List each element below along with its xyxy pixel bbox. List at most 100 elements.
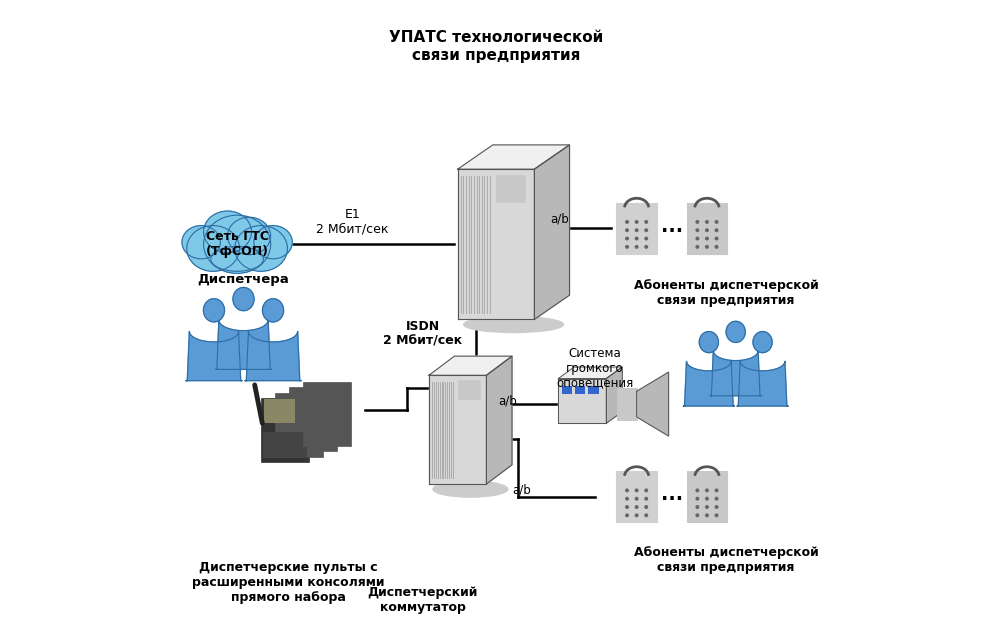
Ellipse shape — [635, 489, 638, 492]
Polygon shape — [486, 356, 512, 484]
Bar — [290, 388, 337, 451]
Ellipse shape — [463, 317, 563, 333]
Ellipse shape — [696, 498, 698, 500]
Text: a/b: a/b — [512, 484, 531, 497]
Ellipse shape — [626, 238, 628, 240]
Ellipse shape — [705, 489, 708, 492]
Ellipse shape — [696, 506, 698, 508]
Ellipse shape — [715, 229, 718, 232]
Text: Диспетчерский
коммутатор: Диспетчерский коммутатор — [367, 586, 478, 614]
Ellipse shape — [699, 331, 718, 352]
Ellipse shape — [434, 481, 508, 497]
Polygon shape — [683, 361, 734, 406]
Ellipse shape — [626, 229, 628, 232]
Ellipse shape — [203, 299, 224, 322]
Text: ISDN
2 Мбит/сек: ISDN 2 Мбит/сек — [383, 320, 462, 348]
Polygon shape — [457, 145, 569, 169]
Ellipse shape — [645, 221, 648, 223]
Polygon shape — [429, 356, 512, 376]
Ellipse shape — [626, 498, 628, 500]
Ellipse shape — [233, 288, 254, 311]
Polygon shape — [215, 320, 272, 369]
Polygon shape — [429, 376, 486, 484]
Bar — [617, 388, 637, 420]
Polygon shape — [186, 331, 242, 381]
Ellipse shape — [696, 514, 698, 517]
Ellipse shape — [696, 229, 698, 232]
Text: ...: ... — [661, 485, 682, 505]
Polygon shape — [710, 351, 761, 395]
Ellipse shape — [705, 506, 708, 508]
Text: УПАТС технологической
связи предприятия: УПАТС технологической связи предприятия — [389, 30, 603, 62]
Polygon shape — [606, 367, 622, 423]
Ellipse shape — [635, 238, 638, 240]
Ellipse shape — [696, 489, 698, 492]
Ellipse shape — [626, 221, 628, 223]
Bar — [616, 203, 657, 254]
Text: a/b: a/b — [551, 213, 569, 225]
Ellipse shape — [635, 498, 638, 500]
Ellipse shape — [210, 247, 264, 272]
Polygon shape — [535, 145, 569, 320]
Ellipse shape — [705, 221, 708, 223]
Ellipse shape — [696, 221, 698, 223]
Ellipse shape — [635, 514, 638, 517]
Bar — [616, 471, 657, 523]
Bar — [261, 397, 310, 462]
Ellipse shape — [645, 238, 648, 240]
Ellipse shape — [715, 246, 718, 248]
Polygon shape — [637, 372, 669, 436]
Ellipse shape — [635, 221, 638, 223]
Ellipse shape — [235, 225, 288, 272]
Ellipse shape — [715, 238, 718, 240]
Ellipse shape — [182, 225, 220, 259]
Ellipse shape — [705, 498, 708, 500]
Ellipse shape — [715, 221, 718, 223]
Text: Абоненты диспетчерской
связи предприятия: Абоненты диспетчерской связи предприятия — [634, 546, 818, 574]
Bar — [304, 383, 351, 446]
Ellipse shape — [645, 498, 648, 500]
Ellipse shape — [263, 299, 284, 322]
Ellipse shape — [635, 246, 638, 248]
Ellipse shape — [645, 246, 648, 248]
Ellipse shape — [696, 238, 698, 240]
Ellipse shape — [645, 489, 648, 492]
Text: Система
громкого
оповещения: Система громкого оповещения — [557, 347, 634, 390]
Bar — [263, 431, 308, 458]
Bar — [588, 386, 599, 394]
Bar — [264, 399, 296, 423]
Ellipse shape — [186, 225, 239, 272]
Text: ...: ... — [661, 217, 682, 236]
Polygon shape — [558, 367, 622, 379]
Bar — [275, 393, 323, 456]
Ellipse shape — [696, 246, 698, 248]
Polygon shape — [737, 361, 788, 406]
Bar — [457, 379, 479, 399]
Text: a/b: a/b — [498, 394, 517, 408]
Ellipse shape — [626, 246, 628, 248]
Ellipse shape — [254, 225, 293, 259]
Ellipse shape — [726, 321, 745, 342]
Ellipse shape — [715, 498, 718, 500]
Text: Сеть ГТС
(ТфСОП): Сеть ГТС (ТфСОП) — [205, 230, 269, 258]
Ellipse shape — [203, 215, 271, 273]
Ellipse shape — [203, 211, 252, 252]
Ellipse shape — [705, 246, 708, 248]
Ellipse shape — [715, 489, 718, 492]
Polygon shape — [245, 331, 302, 381]
Ellipse shape — [715, 506, 718, 508]
Ellipse shape — [645, 229, 648, 232]
Ellipse shape — [626, 489, 628, 492]
Ellipse shape — [715, 514, 718, 517]
Bar — [686, 203, 727, 254]
Bar — [686, 471, 727, 523]
Text: Диспетчера: Диспетчера — [197, 273, 290, 286]
Ellipse shape — [635, 506, 638, 508]
Ellipse shape — [227, 217, 271, 255]
Ellipse shape — [645, 514, 648, 517]
Ellipse shape — [626, 514, 628, 517]
Ellipse shape — [753, 331, 772, 352]
Bar — [496, 175, 525, 202]
Ellipse shape — [705, 514, 708, 517]
Ellipse shape — [635, 229, 638, 232]
